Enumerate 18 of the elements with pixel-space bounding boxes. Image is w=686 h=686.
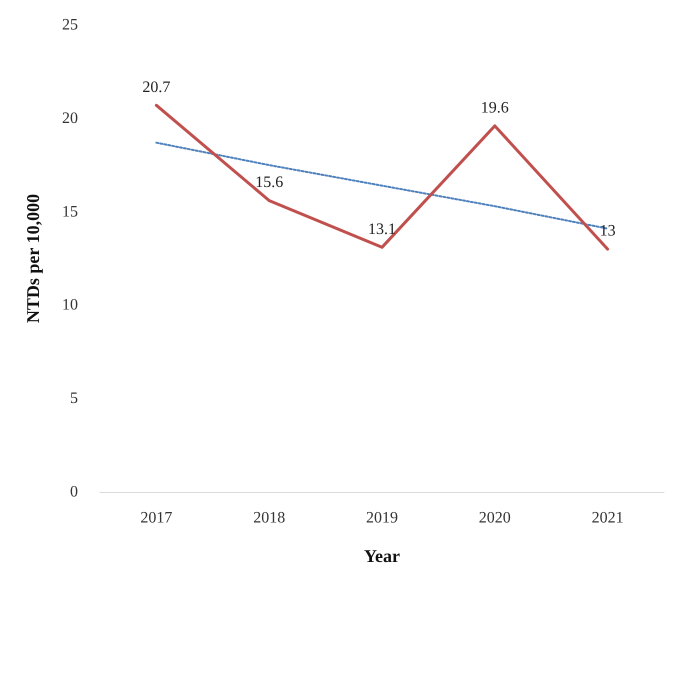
x-tick-label: 2019: [366, 510, 398, 526]
x-tick-label: 2021: [592, 510, 624, 526]
data-label: 20.7: [142, 78, 170, 96]
data-label: 15.6: [255, 174, 284, 192]
y-tick-label: 15: [62, 203, 78, 220]
data-label: 19.6: [480, 99, 509, 116]
y-tick-label: 5: [70, 390, 78, 408]
y-axis-title: NTDs per 10,000: [23, 194, 43, 324]
y-tick-label: 25: [62, 16, 78, 34]
x-tick-label: 2018: [253, 510, 286, 526]
data-label: 13: [600, 222, 616, 240]
y-tick-label: 20: [62, 110, 78, 127]
x-tick-label: 2020: [478, 510, 511, 526]
y-tick-label: 10: [62, 296, 78, 314]
x-axis-title: Year: [364, 546, 400, 566]
x-tick-label: 2017: [140, 510, 172, 526]
y-tick-label: 0: [70, 484, 78, 500]
data-label: 13.1: [368, 220, 396, 238]
